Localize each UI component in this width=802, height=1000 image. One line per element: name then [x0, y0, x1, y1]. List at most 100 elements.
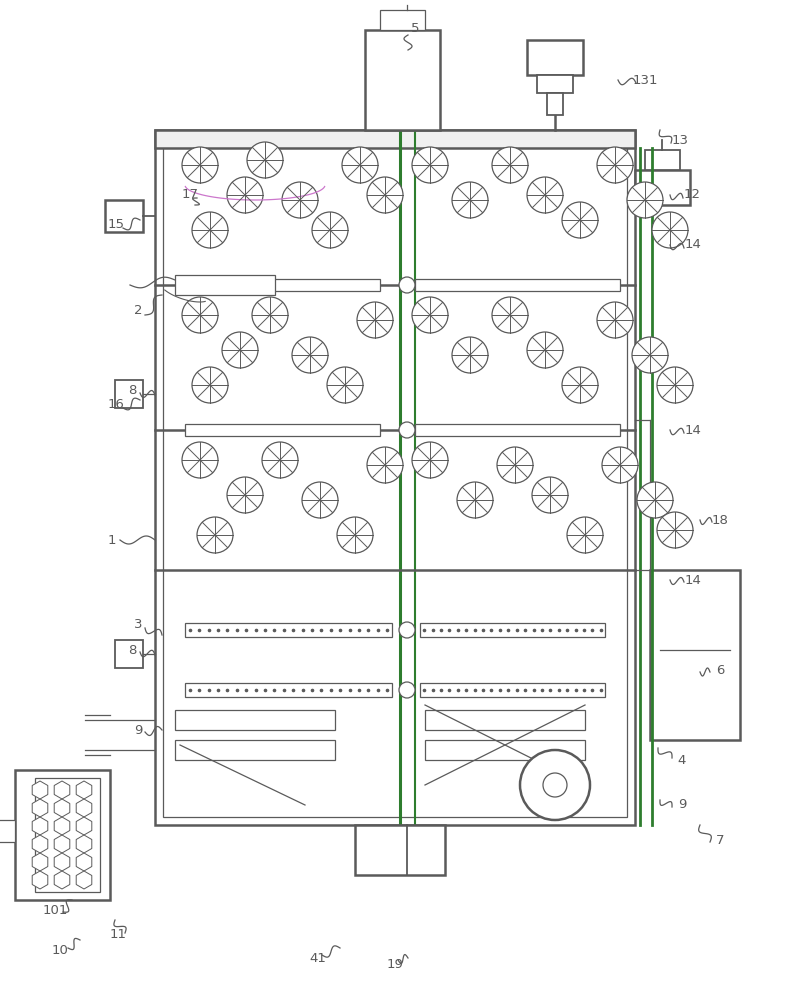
Bar	[35, 778, 100, 892]
Text: 10: 10	[51, 944, 68, 956]
Bar	[526, 40, 582, 75]
Text: 6: 6	[715, 664, 723, 676]
Bar	[0, 820, 15, 842]
Bar	[419, 683, 604, 697]
Circle shape	[492, 147, 528, 183]
Circle shape	[399, 422, 415, 438]
Circle shape	[192, 367, 228, 403]
Bar	[163, 138, 626, 817]
Bar	[537, 75, 573, 93]
Circle shape	[651, 212, 687, 248]
Circle shape	[631, 337, 667, 373]
Circle shape	[399, 682, 415, 698]
Bar	[175, 710, 334, 730]
Text: 14: 14	[684, 424, 701, 436]
Circle shape	[411, 147, 448, 183]
Bar	[546, 93, 562, 115]
Circle shape	[282, 182, 318, 218]
Circle shape	[561, 367, 597, 403]
Circle shape	[526, 177, 562, 213]
Circle shape	[367, 447, 403, 483]
Circle shape	[492, 297, 528, 333]
Text: 4: 4	[677, 754, 686, 766]
Text: 7: 7	[715, 834, 723, 846]
Circle shape	[399, 277, 415, 293]
Circle shape	[596, 147, 632, 183]
Bar	[649, 570, 739, 740]
Circle shape	[596, 302, 632, 338]
Text: 11: 11	[109, 928, 127, 942]
Circle shape	[626, 182, 662, 218]
Bar	[634, 170, 689, 205]
Circle shape	[247, 142, 282, 178]
Circle shape	[182, 442, 217, 478]
Bar	[175, 740, 334, 760]
Text: 2: 2	[134, 304, 142, 316]
Bar	[184, 683, 391, 697]
Circle shape	[357, 302, 392, 338]
Circle shape	[566, 517, 602, 553]
Circle shape	[302, 482, 338, 518]
Bar	[184, 279, 379, 291]
Bar	[415, 279, 619, 291]
Circle shape	[182, 297, 217, 333]
Circle shape	[452, 182, 488, 218]
Circle shape	[342, 147, 378, 183]
Circle shape	[337, 517, 373, 553]
Circle shape	[196, 517, 233, 553]
Circle shape	[192, 212, 228, 248]
Circle shape	[227, 177, 263, 213]
Bar	[115, 640, 143, 668]
Circle shape	[452, 337, 488, 373]
Circle shape	[526, 332, 562, 368]
Bar	[105, 200, 143, 232]
Bar	[365, 30, 439, 130]
Bar	[354, 825, 444, 875]
Circle shape	[561, 202, 597, 238]
Circle shape	[312, 212, 347, 248]
Text: 9: 9	[134, 724, 142, 736]
Text: 41: 41	[310, 952, 326, 964]
Circle shape	[532, 477, 567, 513]
Circle shape	[411, 297, 448, 333]
Circle shape	[292, 337, 327, 373]
Text: 18: 18	[711, 514, 727, 526]
Text: 15: 15	[107, 219, 124, 232]
Text: 8: 8	[128, 383, 136, 396]
Text: 1: 1	[107, 534, 116, 546]
Bar	[175, 275, 274, 295]
Circle shape	[221, 332, 257, 368]
Circle shape	[496, 447, 533, 483]
Circle shape	[367, 177, 403, 213]
Text: 17: 17	[181, 188, 198, 202]
Circle shape	[656, 367, 692, 403]
Bar	[415, 424, 619, 436]
Circle shape	[520, 750, 589, 820]
Circle shape	[636, 482, 672, 518]
Bar	[424, 710, 585, 730]
Text: 12: 12	[683, 188, 699, 202]
Circle shape	[411, 442, 448, 478]
Bar	[644, 150, 679, 170]
Text: 3: 3	[134, 618, 142, 632]
Text: 131: 131	[631, 74, 657, 87]
Circle shape	[602, 447, 638, 483]
Text: 14: 14	[684, 238, 701, 251]
Bar	[424, 740, 585, 760]
Bar	[15, 770, 110, 900]
Circle shape	[542, 773, 566, 797]
Circle shape	[326, 367, 363, 403]
Text: 101: 101	[43, 904, 67, 916]
Bar	[419, 623, 604, 637]
Circle shape	[261, 442, 298, 478]
Bar	[155, 130, 634, 148]
Text: 19: 19	[386, 958, 403, 972]
Text: 13: 13	[670, 133, 687, 146]
Bar	[184, 424, 379, 436]
Text: 8: 8	[128, 644, 136, 656]
Bar	[155, 130, 634, 825]
Circle shape	[252, 297, 288, 333]
Circle shape	[399, 622, 415, 638]
Circle shape	[182, 147, 217, 183]
Bar	[115, 380, 143, 408]
